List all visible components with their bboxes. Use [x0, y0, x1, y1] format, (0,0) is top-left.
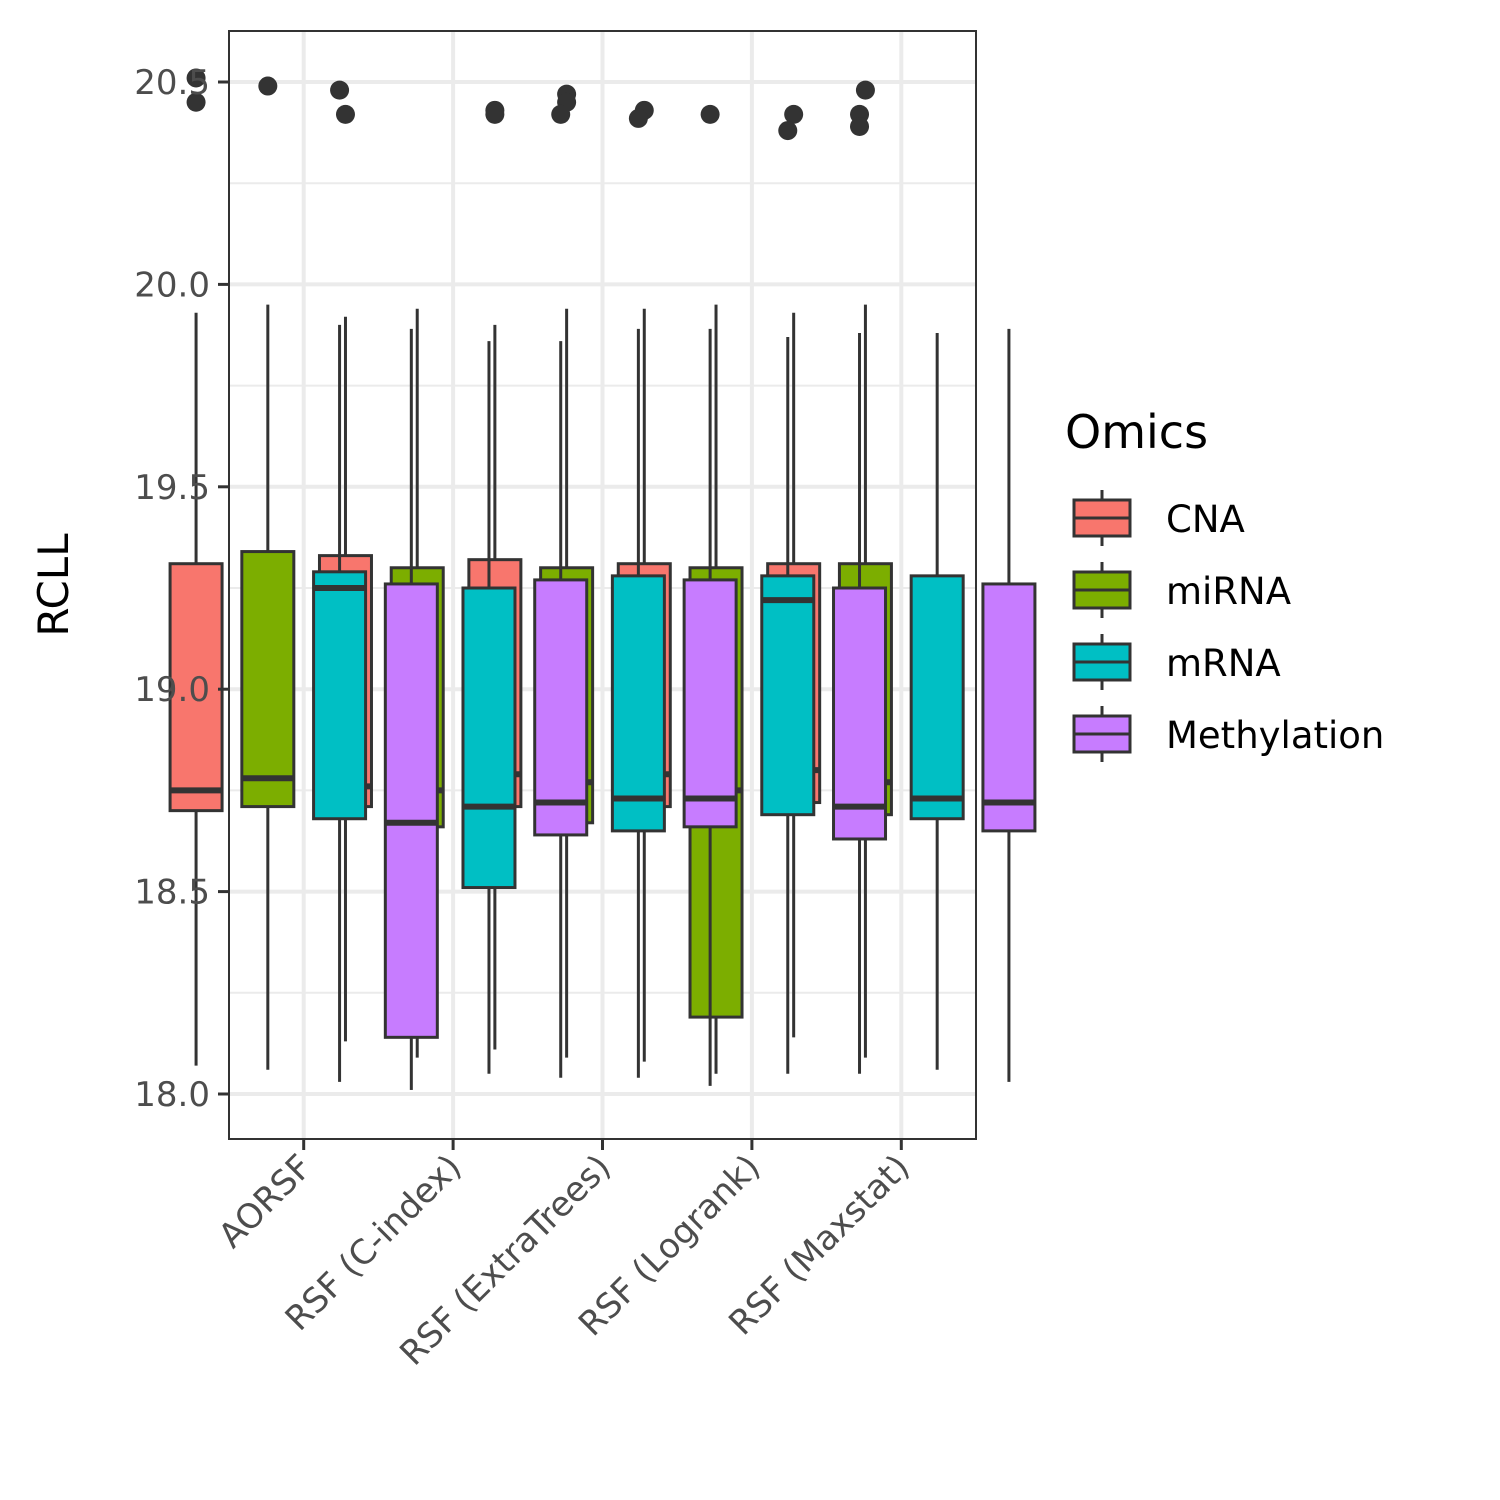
outlier-point — [850, 117, 870, 137]
legend-label: CNA — [1166, 498, 1245, 541]
legend-label: mRNA — [1166, 642, 1281, 685]
legend-title: Omics — [1065, 405, 1208, 459]
outlier-point — [330, 80, 350, 100]
y-tick-label: 20.5 — [134, 63, 210, 103]
legend-label: Methylation — [1166, 714, 1384, 757]
y-tick-label: 19.5 — [134, 468, 210, 508]
outlier-point — [700, 104, 720, 124]
outlier-point — [784, 104, 804, 124]
outlier-point — [485, 104, 505, 124]
box-iqr — [610, 574, 666, 833]
box-methylation-1 — [383, 328, 439, 1090]
box-iqr — [832, 586, 888, 841]
box-mrna-2 — [461, 341, 517, 1074]
box-mirna-1 — [240, 76, 296, 1070]
box-iqr — [312, 570, 368, 821]
box-layer — [168, 68, 1037, 1090]
y-tick-label: 20.0 — [134, 265, 210, 305]
y-tick-label: 18.0 — [134, 1075, 210, 1115]
y-axis-title: RCLL — [29, 533, 78, 637]
box-mrna-4 — [760, 121, 816, 1074]
outlier-point — [258, 76, 278, 96]
box-iqr — [168, 562, 224, 813]
box-methylation-3 — [682, 104, 738, 1086]
outlier-point — [855, 80, 875, 100]
box-iqr — [383, 582, 439, 1039]
legend-item-mrna: mRNA — [1072, 634, 1281, 690]
legend-item-mirna: miRNA — [1072, 562, 1291, 618]
box-mrna-3 — [610, 108, 666, 1078]
outlier-point — [778, 121, 798, 141]
box-iqr — [240, 550, 296, 809]
box-iqr — [760, 574, 816, 817]
box-methylation-5 — [981, 328, 1037, 1082]
outlier-point — [335, 104, 355, 124]
outlier-point — [551, 104, 571, 124]
box-iqr — [533, 578, 589, 837]
box-mrna-1 — [312, 80, 368, 1082]
box-mrna-5 — [909, 332, 965, 1070]
box-methylation-2 — [533, 104, 589, 1078]
y-tick-label: 19.0 — [134, 670, 210, 710]
box-iqr — [981, 582, 1037, 833]
legend-item-cna: CNA — [1072, 490, 1245, 546]
legend-item-methylation: Methylation — [1072, 706, 1384, 762]
box-iqr — [909, 574, 965, 821]
legend: Omics CNA miRNA mRNA Methylation — [1065, 405, 1384, 762]
y-tick-label: 18.5 — [134, 873, 210, 913]
box-methylation-4 — [832, 104, 888, 1074]
outlier-point — [628, 108, 648, 128]
box-iqr — [682, 578, 738, 829]
legend-label: miRNA — [1166, 570, 1291, 613]
box-iqr — [461, 586, 517, 890]
outlier-point — [186, 92, 206, 112]
outlier-point — [186, 68, 206, 88]
box-cna-1 — [168, 68, 224, 1066]
